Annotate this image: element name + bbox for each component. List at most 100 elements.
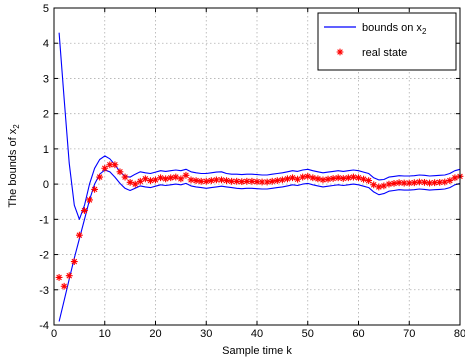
- real-state-point: [380, 182, 388, 190]
- y-tick-label: 0: [43, 179, 49, 191]
- real-state-point: [202, 177, 210, 185]
- real-state-point: [436, 178, 444, 186]
- real-state-point: [228, 177, 236, 185]
- real-state-point: [96, 173, 104, 181]
- real-state-point: [233, 177, 241, 185]
- real-state-point: [410, 179, 418, 187]
- real-state-point: [339, 175, 347, 182]
- real-state-point: [111, 161, 119, 169]
- legend-label-bounds-subscript: 2: [422, 27, 427, 36]
- x-tick-label: 10: [99, 328, 111, 340]
- y-axis-label-group: The bounds of x2: [7, 124, 21, 208]
- real-state-point: [182, 171, 190, 179]
- real-state-point: [289, 174, 296, 182]
- legend: bounds on x2 real state: [317, 12, 457, 71]
- series-line-lower-bound: [58, 169, 461, 322]
- x-tick-label: 60: [352, 328, 364, 340]
- real-state-point: [451, 174, 459, 182]
- ticks: 0 10 20 30 40 50 60 70 80 -4 -3 -2 -1 0 1 2 3 4 5: [39, 3, 465, 340]
- real-state-point: [70, 258, 78, 265]
- real-state-point: [187, 176, 195, 184]
- real-state-point: [278, 176, 286, 184]
- real-state-point: [421, 178, 428, 186]
- real-state-point: [243, 177, 251, 185]
- real-state-point: [55, 274, 63, 281]
- real-state-point: [370, 181, 378, 189]
- real-state-point: [207, 177, 215, 184]
- real-state-point: [197, 177, 205, 185]
- real-state-point: [248, 177, 256, 185]
- real-state-point: [136, 177, 144, 185]
- real-state-point: [329, 175, 337, 182]
- y-tick-label: -2: [39, 250, 49, 262]
- y-tick-label: 5: [43, 3, 49, 15]
- real-state-point: [284, 175, 291, 183]
- real-state-point: [218, 176, 225, 184]
- x-tick-label: 40: [251, 328, 263, 340]
- real-state-point: [121, 173, 129, 181]
- real-state-point: [431, 179, 439, 187]
- legend-star-marker: [336, 48, 344, 56]
- real-state-point: [355, 174, 362, 182]
- real-state-point: [390, 180, 398, 187]
- x-tick-label: 0: [51, 328, 57, 340]
- real-state-point: [157, 174, 164, 182]
- real-state-point: [238, 178, 246, 186]
- real-state-point: [253, 178, 261, 186]
- real-state-point: [177, 175, 185, 183]
- y-axis-label: The bounds of x2: [7, 124, 21, 208]
- real-state-point: [365, 177, 373, 184]
- real-state-point: [314, 175, 322, 183]
- real-state-point: [167, 174, 175, 182]
- y-tick-label: -4: [39, 320, 49, 332]
- legend-label-real-state: real state: [362, 47, 407, 59]
- real-state-point: [147, 177, 154, 184]
- real-state-point: [405, 179, 413, 187]
- real-state-point: [65, 272, 73, 280]
- real-state-point: [350, 173, 357, 181]
- real-state-point: [400, 179, 408, 187]
- x-tick-label: 20: [149, 328, 161, 340]
- x-tick-label: 80: [454, 328, 465, 340]
- y-axis-label-text: The bounds of x: [7, 128, 19, 207]
- real-state-point: [106, 161, 114, 169]
- real-state-point: [86, 196, 93, 204]
- real-state-point: [360, 175, 367, 183]
- x-axis-label: Sample time k: [222, 345, 292, 357]
- real-state-point: [152, 176, 159, 184]
- real-state-point: [426, 179, 433, 187]
- real-state-point: [344, 174, 352, 182]
- x-tick-label: 50: [302, 328, 314, 340]
- real-state-point: [385, 180, 393, 188]
- legend-box: [317, 12, 457, 71]
- real-state-point: [268, 177, 276, 185]
- y-tick-label: 1: [43, 144, 49, 156]
- x-tick-label: 70: [403, 328, 415, 340]
- real-state-point: [294, 175, 301, 183]
- real-state-point: [416, 178, 423, 186]
- y-tick-label: -1: [39, 214, 49, 226]
- legend-label-bounds-text: bounds on x: [362, 22, 422, 34]
- legend-label-bounds: bounds on x2: [362, 22, 427, 36]
- real-state-point: [324, 175, 332, 183]
- real-state-point: [309, 174, 317, 182]
- real-state-point: [101, 164, 109, 172]
- y-tick-label: 4: [43, 38, 49, 50]
- real-state-point: [299, 173, 307, 181]
- x-tick-label: 30: [200, 328, 212, 340]
- y-tick-label: -3: [39, 285, 49, 297]
- real-state-point: [131, 180, 139, 188]
- real-state-point: [446, 177, 454, 184]
- real-state-point: [75, 231, 83, 239]
- real-state-point: [172, 173, 180, 181]
- real-state-point: [126, 178, 134, 186]
- real-state-point: [223, 177, 230, 184]
- real-state-point: [334, 174, 342, 182]
- real-state-point: [60, 282, 68, 290]
- real-state-point: [395, 179, 403, 187]
- real-state-point: [81, 207, 88, 214]
- real-state-point: [91, 185, 98, 193]
- real-state-point: [192, 177, 200, 184]
- real-state-point: [441, 178, 449, 186]
